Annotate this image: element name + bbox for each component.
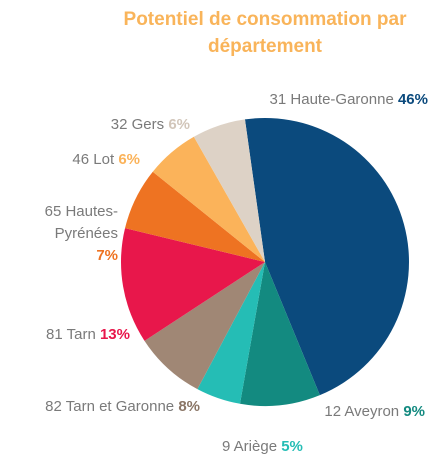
chart-title: Potentiel de consommation par départemen… [123,9,407,57]
value-label: 46% [397,91,428,108]
pie-slice [125,171,265,262]
pie-slice [144,262,265,390]
category-name: 12 Aveyron [324,403,400,420]
slice-label: 32 Gers 6% [111,114,190,136]
value-label: 13% [99,326,130,343]
value-label: 5% [281,438,303,455]
slice-label: 46 Lot 6% [72,149,140,171]
slice-label: 82 Tarn et Garonne 8% [45,396,200,418]
category-name: 32 Gers [110,116,165,133]
category-name: 9 Ariège [222,438,278,455]
value-label: 7% [96,247,118,264]
category-name: 81 Tarn [46,326,96,343]
pie-slice [121,228,265,341]
value-label: 6% [118,151,140,168]
slice-label: 65 Hautes-Pyrénées 7% [26,201,118,267]
value-label: 8% [178,398,200,415]
category-name: 31 Haute-Garonne [269,91,394,108]
pie-slice [193,119,265,262]
pie-slice [239,262,320,406]
value-label: 9% [403,403,425,420]
pie-slice [152,136,265,262]
pie-slice [244,117,410,396]
pie-slice [197,262,265,404]
slice-label: 31 Haute-Garonne 46% [270,89,428,111]
slice-label: 9 Ariège 5% [222,436,303,458]
category-name: 65 Hautes-Pyrénées [44,203,118,242]
value-label: 6% [168,116,190,133]
slice-label: 81 Tarn 13% [46,324,130,346]
category-name: 82 Tarn et Garonne [45,398,175,415]
category-name: 46 Lot [72,151,115,168]
slice-label: 12 Aveyron 9% [324,401,425,423]
